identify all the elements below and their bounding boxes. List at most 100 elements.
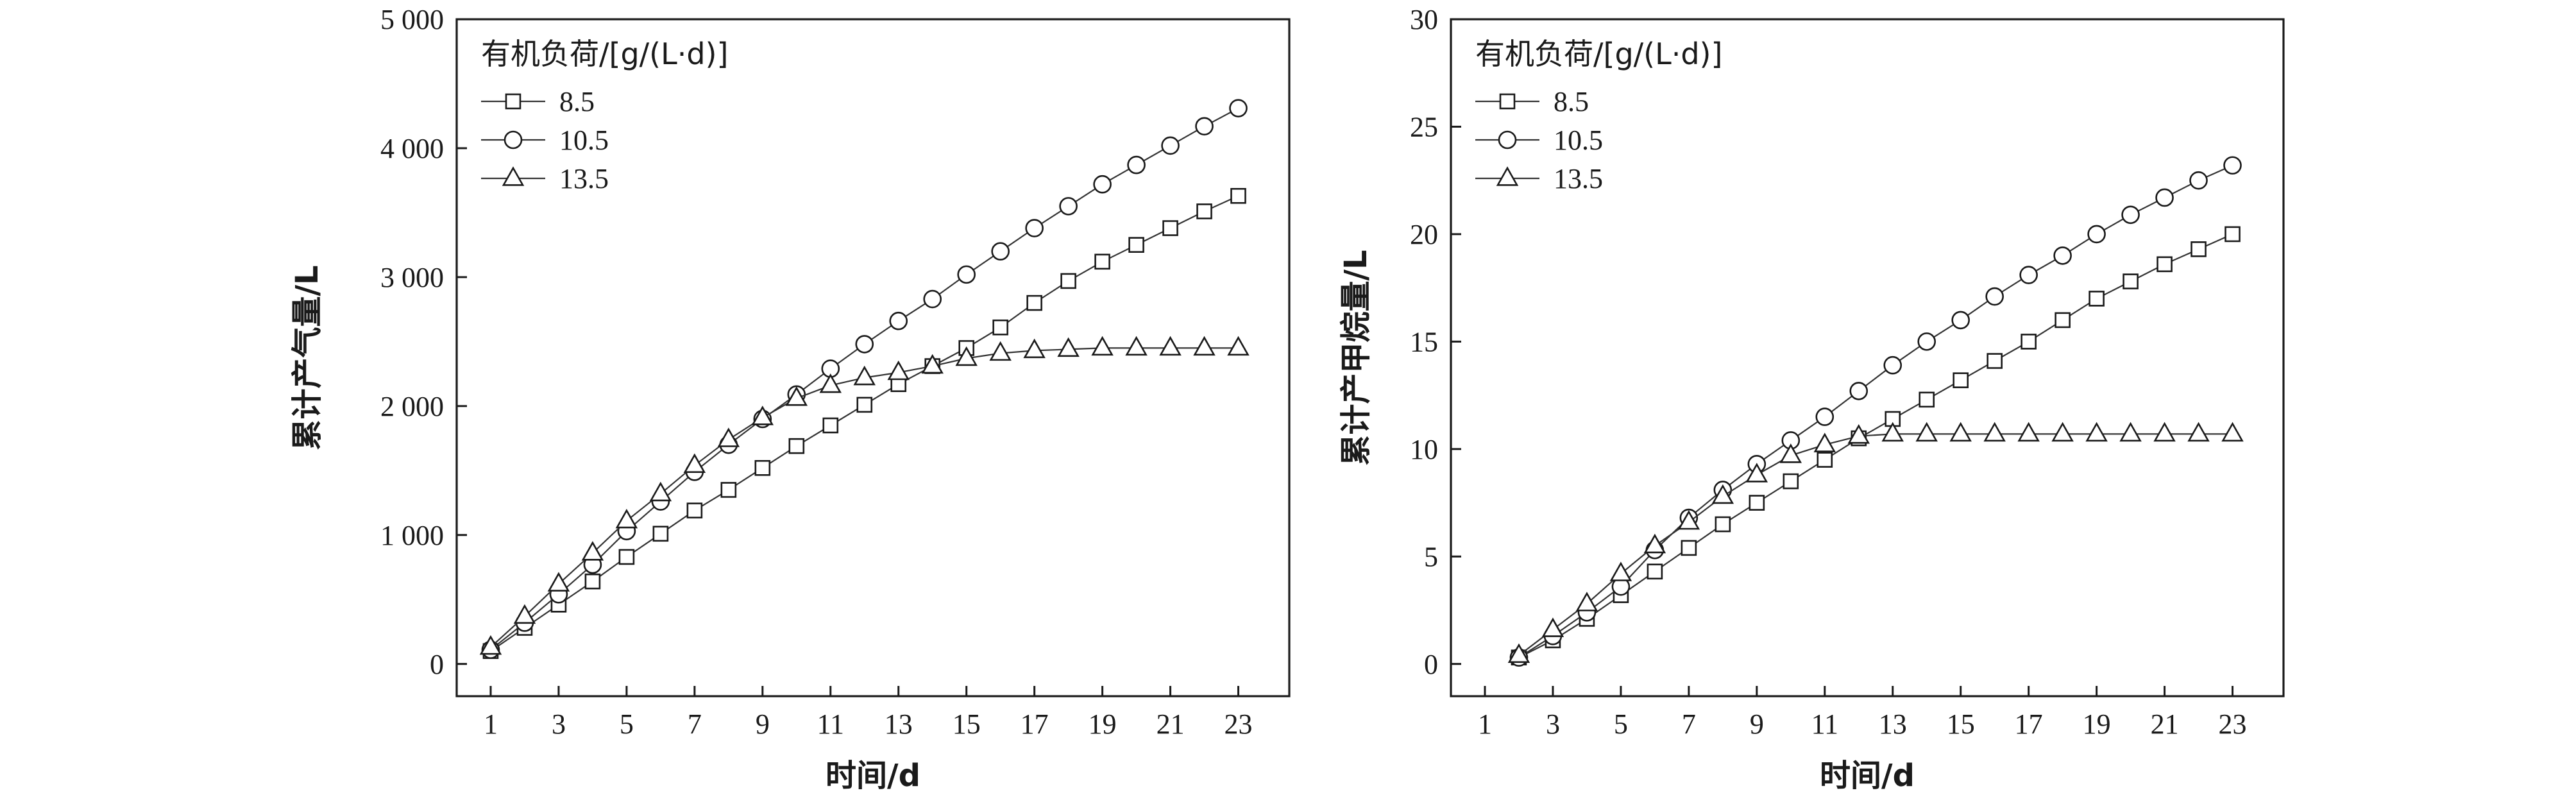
- data-point-8.5: [1026, 295, 1042, 311]
- y-tick-label: 4 000: [380, 133, 444, 164]
- data-point-13.5: [819, 373, 842, 393]
- legend-label-10.5: 10.5: [1554, 124, 1603, 156]
- x-tick-label: 5: [1614, 708, 1628, 740]
- y-tick-label: 30: [1410, 4, 1438, 35]
- legend-title: 有机负荷/[g/(L·d)]: [1475, 37, 1722, 71]
- data-point-13.5: [1023, 338, 1046, 359]
- data-point-13.5: [853, 365, 876, 386]
- x-tick-label: 23: [2219, 708, 2247, 740]
- legend-label-13.5: 13.5: [1554, 163, 1603, 194]
- y-tick-label: 1 000: [380, 520, 444, 551]
- data-point-8.5: [2224, 226, 2241, 243]
- data-point-13.5: [1643, 533, 1666, 554]
- legend-label-10.5: 10.5: [559, 124, 609, 156]
- data-point-8.5: [754, 460, 771, 476]
- data-point-13.5: [921, 354, 944, 374]
- series-line-8.5: [490, 195, 1239, 652]
- data-point-13.5: [887, 360, 910, 380]
- x-tick-label: 21: [2151, 708, 2179, 740]
- data-point-10.5: [957, 265, 976, 284]
- data-point-8.5: [856, 397, 873, 413]
- data-point-8.5: [2021, 334, 2037, 350]
- data-point-10.5: [1985, 287, 2004, 306]
- data-point-10.5: [1917, 332, 1936, 351]
- y-tick-label: 5: [1424, 541, 1438, 572]
- data-point-13.5: [2017, 422, 2040, 442]
- data-point-13.5: [2187, 422, 2210, 442]
- legend-title: 有机负荷/[g/(L·d)]: [481, 37, 728, 71]
- x-tick-label: 21: [1157, 708, 1185, 740]
- x-tick-label: 13: [1879, 708, 1907, 740]
- legend-label-8.5: 8.5: [1554, 86, 1589, 117]
- data-point-8.5: [822, 417, 839, 434]
- data-point-10.5: [1093, 175, 1112, 194]
- plot-frame: [1450, 18, 2285, 697]
- data-point-13.5: [547, 572, 570, 592]
- data-point-8.5: [2089, 291, 2105, 307]
- legend-marker-10.5: [1498, 130, 1517, 150]
- data-point-13.5: [1677, 509, 1700, 530]
- data-point-8.5: [1783, 473, 1799, 490]
- data-point-8.5: [686, 502, 703, 518]
- data-point-8.5: [2157, 256, 2173, 273]
- legend-marker-13.5: [1496, 166, 1519, 186]
- data-point-13.5: [2221, 422, 2244, 442]
- data-point-8.5: [788, 438, 805, 454]
- x-tick-label: 9: [756, 708, 770, 740]
- data-point-10.5: [2053, 246, 2072, 265]
- data-point-13.5: [2119, 422, 2142, 442]
- y-axis-title: 累计产气量/L: [289, 265, 325, 450]
- series-8.5: [482, 188, 1246, 659]
- x-tick-label: 19: [2083, 708, 2111, 740]
- data-point-8.5: [1715, 516, 1731, 533]
- y-tick-label: 0: [430, 649, 444, 680]
- y-tick-label: 0: [1424, 649, 1438, 680]
- y-tick-label: 2 000: [380, 391, 444, 422]
- data-point-8.5: [1647, 563, 1663, 580]
- data-point-13.5: [1125, 336, 1148, 356]
- y-tick-label: 25: [1410, 111, 1438, 142]
- data-point-13.5: [581, 541, 604, 561]
- data-point-13.5: [717, 427, 740, 447]
- data-point-13.5: [649, 481, 672, 502]
- data-point-8.5: [2190, 241, 2207, 257]
- data-point-10.5: [1229, 99, 1248, 117]
- x-tick-label: 1: [1478, 708, 1492, 740]
- x-tick-label: 5: [620, 708, 634, 740]
- y-tick-label: 20: [1410, 219, 1438, 250]
- data-point-10.5: [2121, 205, 2140, 225]
- data-point-13.5: [1159, 336, 1182, 356]
- series-line-10.5: [1518, 164, 2233, 658]
- data-point-13.5: [1745, 463, 1768, 483]
- y-tick-label: 15: [1410, 326, 1438, 357]
- x-tick-label: 9: [1750, 708, 1764, 740]
- data-point-8.5: [618, 549, 635, 565]
- x-tick-label: 1: [484, 708, 498, 740]
- data-point-13.5: [1915, 422, 1938, 442]
- data-point-8.5: [720, 482, 737, 498]
- data-point-10.5: [1883, 355, 1902, 375]
- data-point-13.5: [479, 635, 502, 655]
- x-axis-title: 时间/d: [826, 758, 920, 794]
- legend-marker-13.5: [502, 166, 525, 186]
- series-line-13.5: [1518, 433, 2233, 656]
- data-point-8.5: [584, 573, 601, 590]
- y-axis-title: 累计产甲烷量/L: [1338, 250, 1374, 465]
- data-point-8.5: [1987, 353, 2003, 369]
- plot-frame: [455, 18, 1291, 697]
- series-line-13.5: [490, 347, 1239, 648]
- data-point-8.5: [1162, 220, 1178, 236]
- data-point-10.5: [889, 311, 908, 330]
- y-tick-label: 5 000: [380, 4, 444, 35]
- legend-label-8.5: 8.5: [559, 86, 595, 117]
- data-point-10.5: [1195, 117, 1214, 136]
- legend-marker-10.5: [504, 130, 523, 150]
- series-line-8.5: [1518, 233, 2233, 658]
- data-point-8.5: [1817, 452, 1833, 468]
- data-point-10.5: [1161, 136, 1180, 155]
- data-point-13.5: [2051, 422, 2074, 442]
- x-tick-label: 19: [1089, 708, 1117, 740]
- data-point-13.5: [1091, 336, 1114, 356]
- series-13.5: [479, 336, 1250, 655]
